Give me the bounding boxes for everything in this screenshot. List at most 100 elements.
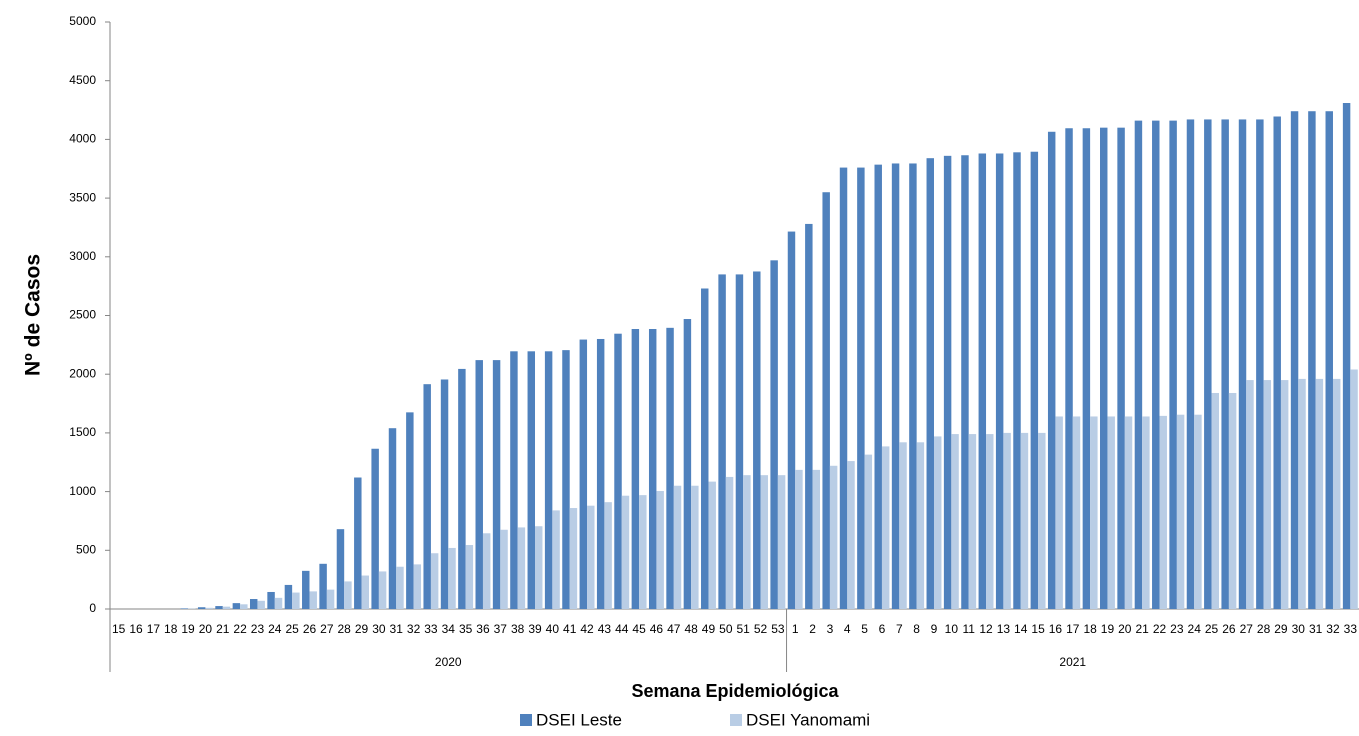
x-tick-label: 4	[844, 622, 851, 636]
bar	[222, 606, 231, 609]
x-tick-label: 42	[580, 622, 594, 636]
bar	[1342, 103, 1351, 610]
legend-label: DSEI Leste	[536, 710, 622, 729]
bar	[492, 360, 501, 609]
bar	[874, 164, 882, 610]
x-tick-label: 1	[792, 622, 799, 636]
bar	[1238, 119, 1247, 609]
group-label: 2021	[1059, 655, 1086, 669]
y-axis-title: Nº de Casos	[22, 254, 45, 376]
x-tick-label: 18	[164, 622, 178, 636]
bar	[292, 592, 300, 609]
bar	[482, 533, 491, 609]
x-tick-label: 11	[962, 622, 975, 636]
y-tick-label: 4000	[69, 132, 96, 146]
x-tick-label: 50	[719, 622, 733, 636]
x-tick-label: 27	[1240, 622, 1254, 636]
bar	[257, 600, 265, 609]
bar	[388, 428, 397, 609]
bar	[847, 461, 855, 609]
bar	[708, 481, 716, 609]
bar	[701, 288, 709, 609]
bar	[371, 448, 379, 609]
bar	[274, 597, 283, 609]
bar	[284, 584, 293, 609]
x-tick-label: 28	[338, 622, 352, 636]
bar	[718, 274, 726, 609]
bar	[1152, 120, 1160, 609]
bar	[430, 553, 439, 609]
bar	[725, 476, 734, 609]
bar	[378, 571, 387, 609]
bar	[1176, 414, 1185, 609]
bar	[309, 591, 317, 609]
bar	[535, 526, 543, 609]
x-tick-label: 20	[1118, 622, 1132, 636]
x-tick-label: 14	[1014, 622, 1028, 636]
y-tick-label: 1500	[69, 425, 96, 439]
x-tick-label: 44	[615, 622, 629, 636]
bar	[760, 475, 768, 609]
bar	[302, 570, 310, 609]
bar	[1090, 416, 1098, 609]
x-tick-label: 32	[407, 622, 421, 636]
bar	[1298, 378, 1306, 609]
y-tick-label: 5000	[69, 14, 96, 28]
bar	[968, 434, 977, 609]
x-tick-label: 25	[1205, 622, 1219, 636]
x-tick-label: 5	[861, 622, 868, 636]
x-tick-label: 53	[771, 622, 785, 636]
x-tick-label: 23	[251, 622, 265, 636]
x-tick-label: 19	[1101, 622, 1115, 636]
x-tick-label: 17	[147, 622, 161, 636]
bar	[465, 545, 474, 609]
bar	[249, 599, 258, 609]
bar	[891, 163, 900, 610]
bar	[423, 384, 431, 609]
bar	[527, 351, 536, 609]
x-tick-label: 17	[1066, 622, 1080, 636]
y-tick-label: 0	[89, 601, 96, 615]
y-tick-label: 4500	[69, 73, 96, 87]
x-tick-label: 19	[181, 622, 195, 636]
bar	[986, 434, 994, 609]
x-tick-label: 34	[442, 622, 456, 636]
bar	[1003, 432, 1011, 609]
bar	[805, 223, 813, 610]
y-tick-label: 3000	[69, 249, 96, 263]
bar	[621, 495, 630, 609]
bar	[735, 274, 744, 609]
x-tick-label: 33	[424, 622, 438, 636]
bar	[1256, 119, 1264, 609]
bar	[1047, 131, 1056, 610]
bar	[406, 412, 414, 609]
x-tick-label: 22	[1153, 622, 1167, 636]
bar	[691, 485, 699, 609]
x-tick-label: 23	[1170, 622, 1184, 636]
bar	[857, 167, 865, 610]
bar	[1038, 432, 1046, 609]
bar	[510, 351, 518, 609]
x-tick-label: 37	[494, 622, 508, 636]
bar	[1228, 392, 1237, 609]
bar	[1273, 116, 1281, 609]
bar	[1124, 416, 1133, 609]
x-tick-label: 15	[1031, 622, 1045, 636]
bar	[631, 329, 640, 609]
bar	[822, 192, 830, 610]
x-tick-label: 13	[997, 622, 1011, 636]
x-tick-label: 3	[827, 622, 834, 636]
bar	[1332, 378, 1341, 609]
x-tick-label: 30	[372, 622, 386, 636]
bar	[614, 333, 622, 609]
bar	[683, 319, 692, 609]
bar	[1020, 432, 1029, 609]
x-tick-label: 29	[355, 622, 369, 636]
bar	[1117, 127, 1125, 609]
bar	[500, 529, 508, 609]
x-tick-label: 29	[1274, 622, 1288, 636]
bar	[1280, 380, 1289, 609]
bar	[864, 454, 873, 609]
bar	[232, 603, 241, 609]
bar	[215, 606, 223, 609]
